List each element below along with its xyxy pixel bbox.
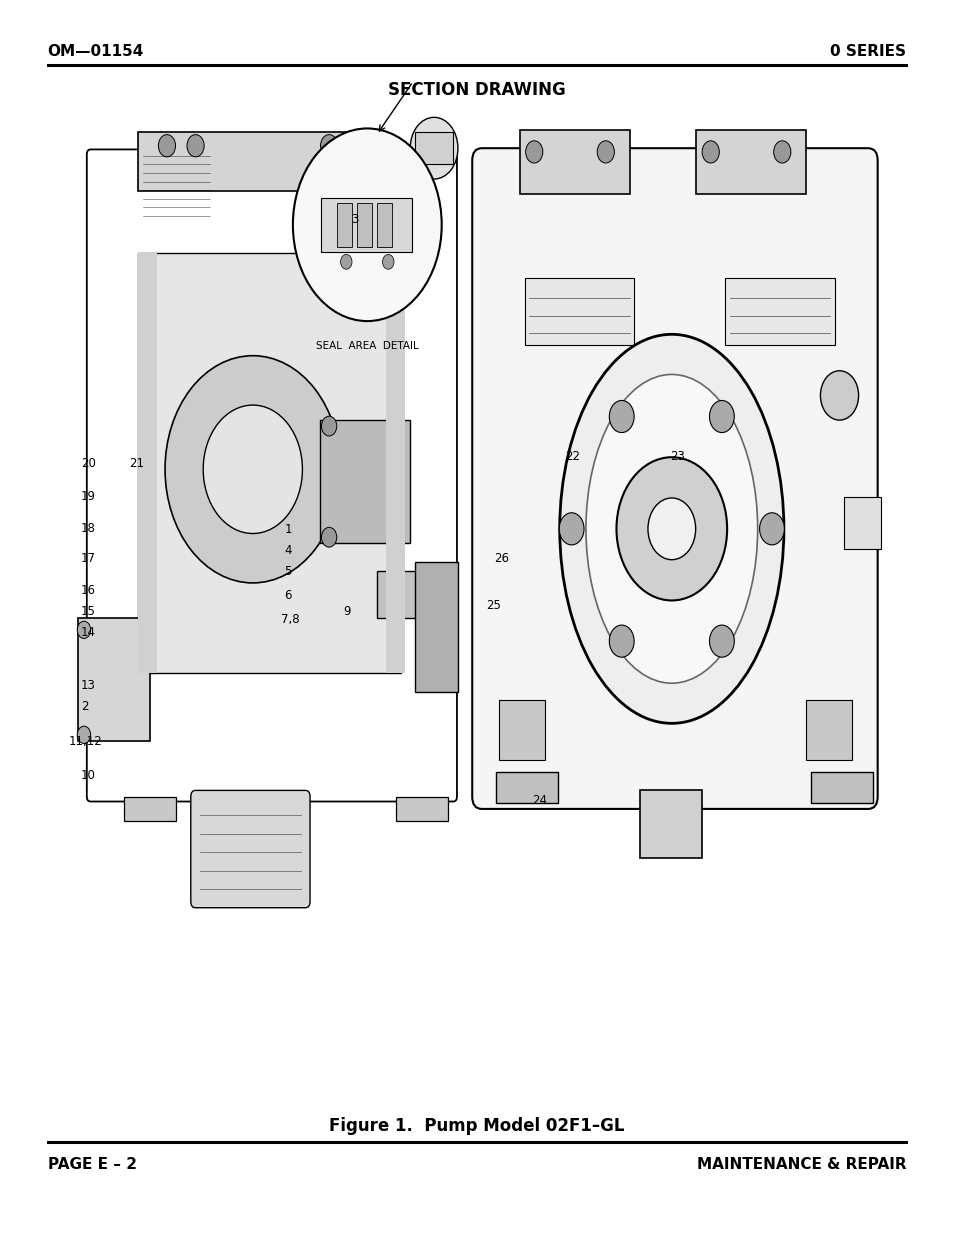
- Bar: [696, 130, 805, 194]
- Bar: [336, 203, 352, 247]
- Circle shape: [293, 128, 441, 321]
- Bar: [639, 790, 701, 858]
- Text: 10: 10: [81, 769, 96, 782]
- Bar: [138, 132, 386, 191]
- Bar: [386, 253, 405, 673]
- Bar: [321, 198, 412, 252]
- Text: 5: 5: [284, 566, 292, 578]
- Text: 26: 26: [494, 552, 509, 564]
- Circle shape: [647, 498, 695, 559]
- Bar: [810, 772, 872, 803]
- Circle shape: [349, 135, 366, 157]
- Bar: [395, 797, 448, 821]
- Circle shape: [321, 527, 336, 547]
- Ellipse shape: [585, 374, 757, 683]
- Bar: [78, 618, 150, 741]
- Text: OM—01154: OM—01154: [48, 44, 144, 59]
- Text: PAGE E – 2: PAGE E – 2: [48, 1157, 136, 1172]
- FancyBboxPatch shape: [191, 790, 310, 908]
- Text: 9: 9: [343, 605, 351, 618]
- Bar: [519, 130, 629, 194]
- Circle shape: [410, 117, 457, 179]
- Text: 3: 3: [351, 214, 358, 226]
- Text: SEAL  AREA  DETAIL: SEAL AREA DETAIL: [315, 341, 418, 351]
- Bar: [376, 203, 392, 247]
- Bar: [138, 253, 400, 673]
- Text: 11,12: 11,12: [69, 735, 102, 747]
- Text: 19: 19: [81, 490, 96, 503]
- Circle shape: [609, 625, 634, 657]
- Bar: [498, 700, 544, 760]
- Circle shape: [709, 625, 734, 657]
- Text: Figure 1.  Pump Model 02F1–GL: Figure 1. Pump Model 02F1–GL: [329, 1118, 624, 1135]
- Bar: [724, 278, 834, 346]
- Text: SECTION DRAWING: SECTION DRAWING: [388, 82, 565, 99]
- Bar: [524, 278, 634, 346]
- Bar: [319, 420, 410, 543]
- Circle shape: [382, 254, 394, 269]
- Circle shape: [77, 726, 91, 743]
- Circle shape: [709, 400, 734, 432]
- Circle shape: [320, 135, 337, 157]
- Bar: [376, 571, 448, 618]
- Text: 18: 18: [81, 522, 96, 535]
- Text: 20: 20: [81, 457, 96, 469]
- Text: 14: 14: [81, 626, 96, 638]
- Bar: [843, 496, 880, 548]
- Circle shape: [321, 416, 336, 436]
- FancyBboxPatch shape: [472, 148, 877, 809]
- Bar: [415, 132, 453, 164]
- Text: 1: 1: [284, 524, 292, 536]
- Bar: [415, 562, 457, 692]
- Circle shape: [609, 400, 634, 432]
- Bar: [124, 797, 176, 821]
- Text: 0 SERIES: 0 SERIES: [829, 44, 905, 59]
- Text: 15: 15: [81, 605, 96, 618]
- Circle shape: [773, 141, 790, 163]
- Bar: [356, 203, 372, 247]
- Text: 17: 17: [81, 552, 96, 564]
- Circle shape: [525, 141, 542, 163]
- Circle shape: [820, 370, 858, 420]
- Circle shape: [203, 405, 302, 534]
- Circle shape: [701, 141, 719, 163]
- Text: 6: 6: [284, 589, 292, 601]
- Text: 21: 21: [129, 457, 144, 469]
- Circle shape: [597, 141, 614, 163]
- Bar: [138, 253, 157, 673]
- Text: 13: 13: [81, 679, 96, 692]
- Text: 4: 4: [284, 545, 292, 557]
- Circle shape: [158, 135, 175, 157]
- Circle shape: [165, 356, 340, 583]
- Text: 25: 25: [486, 599, 501, 611]
- Circle shape: [759, 513, 783, 545]
- Circle shape: [77, 621, 91, 638]
- Circle shape: [340, 254, 352, 269]
- Text: 16: 16: [81, 584, 96, 597]
- Bar: [496, 772, 558, 803]
- Circle shape: [187, 135, 204, 157]
- Text: 22: 22: [564, 451, 579, 463]
- Circle shape: [558, 513, 583, 545]
- Text: 7,8: 7,8: [281, 614, 300, 626]
- Ellipse shape: [559, 335, 783, 724]
- Circle shape: [616, 457, 726, 600]
- Text: 2: 2: [81, 700, 89, 713]
- Text: 23: 23: [669, 451, 684, 463]
- Text: 24: 24: [532, 794, 547, 806]
- Bar: [805, 700, 851, 760]
- Text: MAINTENANCE & REPAIR: MAINTENANCE & REPAIR: [696, 1157, 905, 1172]
